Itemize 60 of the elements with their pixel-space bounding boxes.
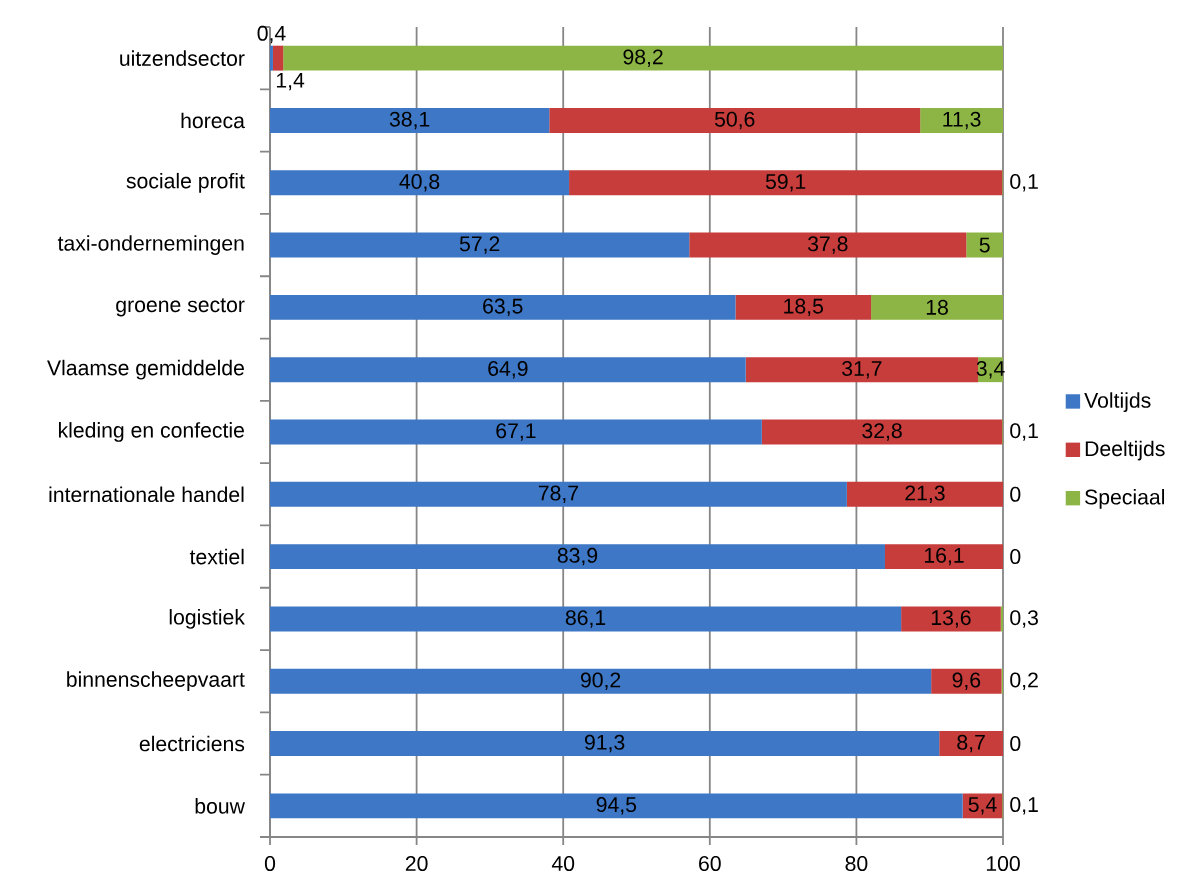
data-label: 57,2 bbox=[459, 236, 500, 254]
data-label: 91,3 bbox=[584, 734, 625, 753]
data-label: 0,2 bbox=[1010, 672, 1038, 690]
x-tick-label: 40 bbox=[551, 856, 575, 872]
data-label: 0 bbox=[1010, 549, 1021, 565]
data-label: 13,6 bbox=[931, 610, 971, 628]
data-label: 21,3 bbox=[905, 485, 945, 504]
data-label: 83,9 bbox=[557, 547, 598, 566]
data-label: 18 bbox=[926, 299, 948, 315]
data-label: 67,1 bbox=[496, 423, 536, 441]
data-label: 0 bbox=[1010, 736, 1021, 752]
data-label: 32,8 bbox=[862, 423, 902, 441]
y-tick-label: bouw bbox=[195, 798, 245, 814]
data-label: 18,5 bbox=[784, 298, 824, 317]
data-label: 0,1 bbox=[1010, 797, 1038, 815]
y-tick-label: binnenscheepvaart bbox=[67, 671, 245, 692]
data-label: 37,8 bbox=[808, 236, 848, 254]
data-label: 0 bbox=[1010, 486, 1021, 502]
data-label: 78,7 bbox=[538, 485, 579, 504]
data-label: 5,4 bbox=[968, 797, 997, 815]
legend-label: Speciaal bbox=[1085, 488, 1164, 509]
y-tick-label: groene sector bbox=[116, 298, 245, 317]
data-label: 9,6 bbox=[952, 672, 981, 690]
data-label: 0,3 bbox=[1010, 610, 1038, 628]
y-tick-label: horeca bbox=[181, 112, 245, 129]
data-label: 94,5 bbox=[596, 797, 637, 815]
data-label: 40,8 bbox=[399, 174, 440, 192]
y-tick-label: internationale handel bbox=[49, 486, 244, 503]
data-label: 1,4 bbox=[276, 73, 305, 91]
x-tick-label: 60 bbox=[699, 856, 721, 872]
data-label: 64,9 bbox=[488, 360, 528, 379]
data-label: 0,4 bbox=[257, 25, 286, 44]
legend-label: Voltijds bbox=[1084, 392, 1151, 413]
data-label: 11,3 bbox=[943, 111, 981, 130]
data-label: 16,1 bbox=[924, 547, 964, 566]
x-tick-label: 0 bbox=[264, 856, 276, 872]
y-tick-label: kleding en confectie bbox=[58, 422, 244, 442]
y-tick-label: uitzendsector bbox=[120, 50, 245, 66]
data-label: 98,2 bbox=[623, 49, 663, 67]
data-label: 8,7 bbox=[957, 734, 985, 753]
data-label: 59,1 bbox=[765, 174, 806, 192]
y-tick-label: electriciens bbox=[139, 735, 245, 752]
y-tick-label: taxi-ondernemingen bbox=[57, 235, 244, 255]
y-tick-label: textiel bbox=[189, 548, 244, 565]
data-label: 63,5 bbox=[483, 298, 523, 317]
x-tick-label: 80 bbox=[845, 856, 868, 872]
y-tick-label: Vlaamse gemiddelde bbox=[47, 359, 244, 380]
data-label: 0,1 bbox=[1010, 174, 1038, 192]
x-tick-label: 100 bbox=[986, 856, 1020, 872]
data-label: 31,7 bbox=[842, 360, 882, 379]
data-label: 86,1 bbox=[565, 610, 606, 628]
data-label: 0,1 bbox=[1010, 423, 1038, 441]
y-tick-label: sociale profit bbox=[126, 172, 245, 193]
data-label: 50,6 bbox=[714, 111, 755, 130]
data-label: 90,2 bbox=[580, 672, 621, 690]
y-tick-label: logistiek bbox=[169, 609, 245, 629]
legend-label: Deeltijds bbox=[1085, 440, 1165, 461]
data-label: 38,1 bbox=[389, 111, 430, 130]
data-label: 5 bbox=[979, 237, 990, 253]
x-tick-label: 20 bbox=[405, 856, 428, 872]
